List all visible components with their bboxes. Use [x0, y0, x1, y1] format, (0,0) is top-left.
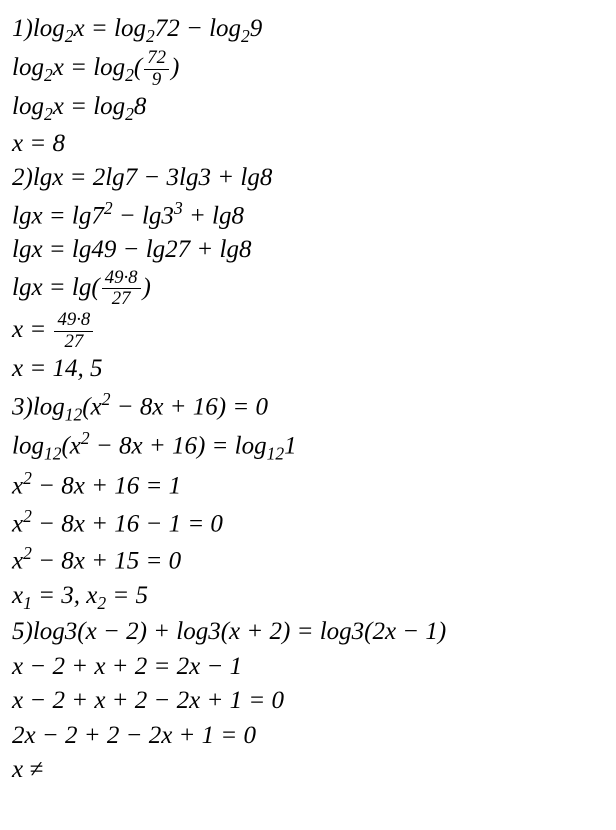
equation-line-12: log12(x2 − 8x + 16) = log121	[12, 426, 604, 465]
equation-line-14: x2 − 8x + 16 − 1 = 0	[12, 504, 604, 542]
equation-line-21: x ≠	[12, 753, 604, 788]
equation-line-19: x − 2 + x + 2 − 2x + 1 = 0	[12, 684, 604, 719]
equation-line-17: 5)log3(x − 2) + log3(x + 2) = log3(2x − …	[12, 615, 604, 650]
problem-number: 3)	[12, 393, 33, 420]
fraction: 49·827	[102, 268, 141, 310]
equation-line-4: x = 8	[12, 127, 604, 162]
equation-line-18: x − 2 + x + 2 = 2x − 1	[12, 650, 604, 685]
equation-line-3: log2x = log28	[12, 90, 604, 126]
equation-line-6: lgx = lg72 − lg33 + lg8	[12, 196, 604, 234]
equation-line-13: x2 − 8x + 16 = 1	[12, 466, 604, 504]
problem-number: 1)	[12, 15, 33, 42]
equation-line-8: lgx = lg(49·827)	[12, 268, 604, 310]
equation-line-20: 2x − 2 + 2 − 2x + 1 = 0	[12, 719, 604, 754]
problem-number: 2)	[12, 164, 33, 191]
equation-line-5: 2)lgx = 2lg7 − 3lg3 + lg8	[12, 161, 604, 196]
equation-line-16: x1 = 3, x2 = 5	[12, 579, 604, 615]
equation-line-15: x2 − 8x + 15 = 0	[12, 541, 604, 579]
equation-line-10: x = 14, 5	[12, 352, 604, 387]
equation-line-9: x = 49·827	[12, 310, 604, 352]
equation-line-11: 3)log12(x2 − 8x + 16) = 0	[12, 387, 604, 426]
fraction: 729	[144, 48, 169, 90]
fraction: 49·827	[54, 310, 93, 352]
equation-line-1: 1)log2x = log272 − log29	[12, 12, 604, 48]
equation-line-7: lgx = lg49 − lg27 + lg8	[12, 233, 604, 268]
equation-line-2: log2x = log2(729)	[12, 48, 604, 90]
problem-number: 5)	[12, 618, 33, 645]
